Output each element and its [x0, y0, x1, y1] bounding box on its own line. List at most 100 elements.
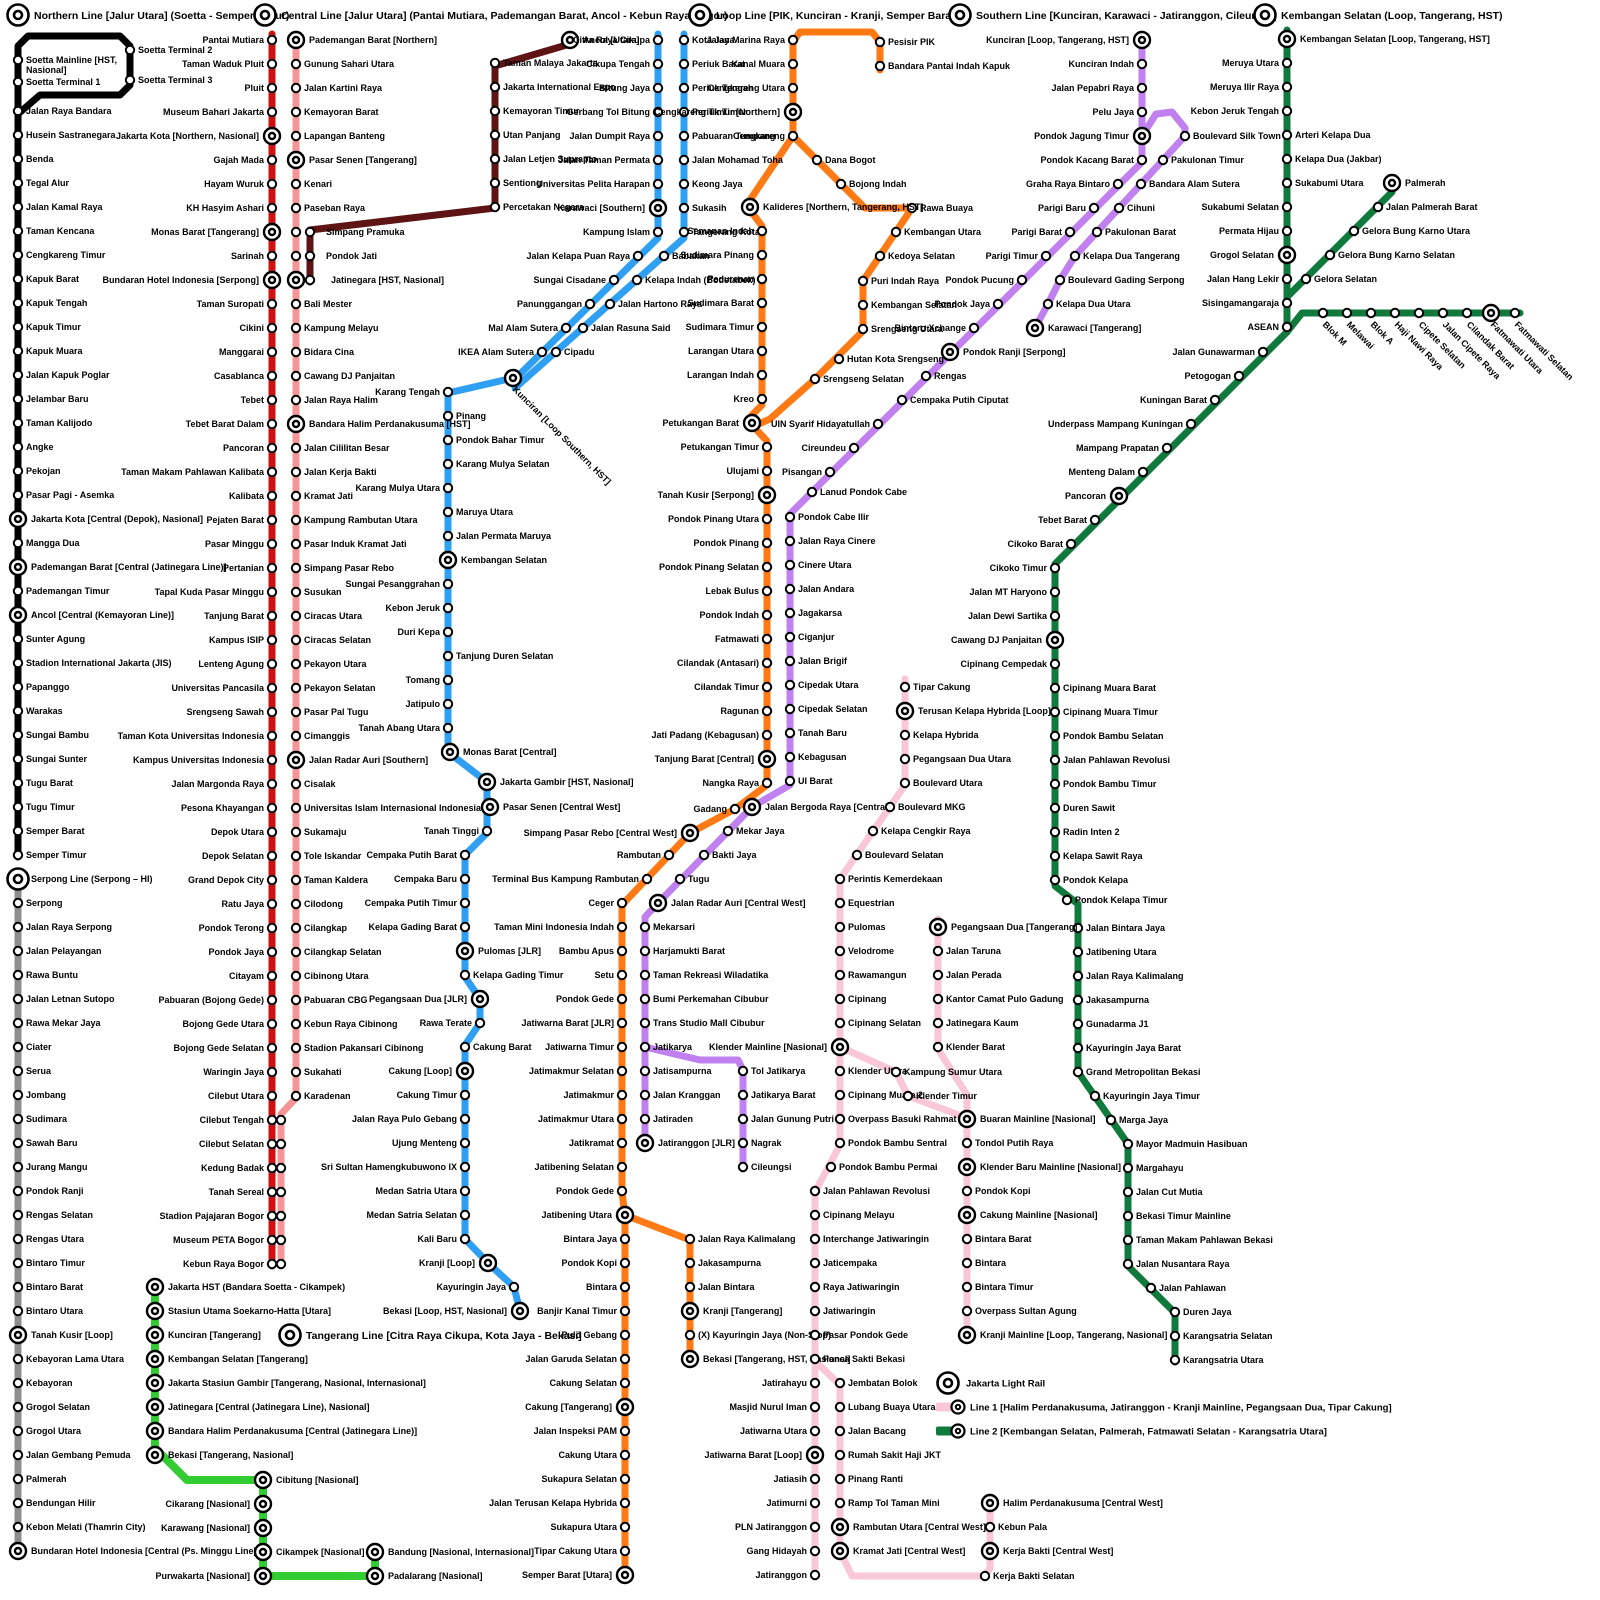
station-label: Kampus Universitas Indonesia [133, 755, 265, 765]
station: Jatibening SelatanJatibening Selatan [534, 1161, 628, 1173]
station-label: Jalan Cut Mutia [1136, 1187, 1204, 1197]
station-label: Jakasampurna [1086, 995, 1150, 1005]
station: PancoranPancoran [1065, 486, 1129, 506]
station: KreoKreo [733, 393, 768, 404]
station-label: Karang Mulya Selatan [456, 459, 550, 469]
station-label: Semper Timur [26, 850, 87, 860]
station: Jalan Dewi SartikaJalan Dewi Sartika [968, 610, 1061, 621]
station: Kayuringin JayaKayuringin Jaya [436, 1281, 520, 1293]
station-label: Lebak Bulus [705, 586, 759, 596]
station: Jalan Kerja BaktiJalan Kerja Bakti [290, 466, 377, 477]
station-label: Ujung Menteng [392, 1138, 457, 1148]
station-label: Rawa Mekar Jaya [26, 1018, 102, 1028]
station-label: Pegangsaan Dua Utara [913, 754, 1012, 764]
station: Rambutan Utara [Central West]Rambutan Ut… [830, 1517, 986, 1537]
station: Jalan Raya HalimJalan Raya Halim [290, 394, 378, 405]
station-label: Sri Sultan Hamengkubuwono IX [321, 1162, 457, 1172]
station: Pondok Bambu PermaiPondok Bambu Permai [825, 1161, 938, 1173]
station-label: Jalan Pepabri Raya [1051, 83, 1135, 93]
station: Tegal AlurTegal Alur [12, 177, 70, 189]
line-header-label: Loop Line [PIK, Kunciran - Kranji, Sempe… [716, 10, 958, 22]
station: KebagusanKebagusan [784, 751, 847, 762]
station: Rawa TerateRawa Terate [420, 1017, 486, 1029]
station: CipaduCipadu [550, 346, 595, 357]
station-label: PLN Jatiranggon [735, 1522, 807, 1532]
station-label: Jalan Garuda Selatan [525, 1354, 617, 1364]
station: Kelapa HybridaKelapa Hybrida [899, 729, 980, 740]
station-label: Cakung Selatan [549, 1378, 617, 1388]
station-label: Taman Kalijodo [26, 418, 93, 428]
station-label: IKEA Alam Sutera [458, 347, 535, 357]
station-label: Overpass Basuki Rahmat [848, 1114, 957, 1124]
station: Rumah Sakit Haji JKTRumah Sakit Haji JKT [834, 1449, 942, 1461]
station: UIN Syarif HidayatullahUIN Syarif Hidaya… [771, 418, 884, 429]
station-label: Universitas Pelita Harapan [536, 179, 650, 189]
station: Lapangan BantengLapangan Banteng [290, 130, 385, 142]
station: Jalan Raya KalimalangJalan Raya Kalimala… [1072, 970, 1184, 981]
station: PapanggoPapanggo [12, 681, 70, 692]
station-label: Cihuni [1127, 203, 1155, 213]
station: Menteng DalamMenteng Dalam [1068, 466, 1149, 477]
station-label: Ciracas Utara [304, 611, 363, 621]
station-label: Jatisampurna [653, 1066, 713, 1076]
station-label: Gelora Selatan [1314, 274, 1377, 284]
station-label: Medan Satria Selatan [366, 1210, 457, 1220]
station-label: Pondok Kelapa [1063, 875, 1129, 885]
station-label: Sungai Cisadane [533, 275, 606, 285]
station: Pondok Kacang BaratPondok Kacang Barat [1040, 154, 1148, 166]
station: Jurang ManguJurang Mangu [12, 1161, 88, 1173]
station-label: Menteng Dalam [1068, 467, 1135, 477]
station-label: Karangsatria Selatan [1183, 1331, 1273, 1341]
station-label: Pondok Kopi [975, 1186, 1031, 1196]
station-label: Harjamukti Barat [653, 946, 725, 956]
station-label: Husein Sastranegara [26, 130, 117, 140]
station: Cilangkap SelatanCilangkap Selatan [290, 946, 382, 957]
station: Jalan PelayanganJalan Pelayangan [12, 945, 102, 956]
station-label: Jalan Inspeksi PAM [534, 1426, 617, 1436]
station-label: Pondok Bambu Timur [1063, 779, 1157, 789]
station: CiaterCiater [12, 1041, 52, 1053]
station: Lebak BulusLebak Bulus [705, 585, 773, 596]
station: Universitas PancasilaUniversitas Pancasi… [171, 682, 278, 693]
station-label: Bojong Gede Selatan [173, 1043, 264, 1053]
station: Masjid Nurul ImanMasjid Nurul Iman [729, 1401, 821, 1413]
station: Jatiwarna TimurJatiwarna Timur [545, 1041, 628, 1053]
station: Pabuaran (Bojong Gede)Pabuaran (Bojong G… [158, 994, 278, 1005]
station [275, 1114, 287, 1126]
station-label: Setu [594, 970, 614, 980]
station: Pasar Pagi - AsemkaPasar Pagi - Asemka [12, 489, 115, 500]
station: Bali MesterBali Mester [290, 298, 353, 309]
station: Pondok Ranji [Serpong]Pondok Ranji [Serp… [940, 342, 1066, 362]
station: Boulevard Gading SerpongBoulevard Gading… [1054, 274, 1185, 285]
station: Rengas UtaraRengas Utara [12, 1233, 85, 1245]
station-label: Nagrak [751, 1138, 783, 1148]
legend-label: Line 2 [Kembangan Selatan, Palmerah, Fat… [970, 1427, 1327, 1438]
station-label: (X) Kayuringin Jaya (Non-Stop) [698, 1330, 831, 1340]
station-label: Tanjung Barat [Central] [655, 754, 754, 764]
station: Citra Raya CikupaCitra Raya Cikupa [573, 34, 664, 45]
station: Medan Satria SelatanMedan Satria Selatan [366, 1209, 471, 1221]
station-label: Bundaran Hotel Indonesia [Serpong] [102, 275, 259, 285]
station: Grogol UtaraGrogol Utara [12, 1425, 82, 1437]
station-label: Jagakarsa [798, 608, 843, 618]
station-label: Tebet Barat [1038, 515, 1087, 525]
station-label: Kebon Melati (Thamrin City) [26, 1522, 146, 1532]
station-label: Ciracas Selatan [304, 635, 371, 645]
station-label: Bambu Apus [559, 946, 614, 956]
station: Jalan Inspeksi PAMJalan Inspeksi PAM [534, 1425, 631, 1437]
station-label: Bandara Alam Sutera [1149, 179, 1241, 189]
